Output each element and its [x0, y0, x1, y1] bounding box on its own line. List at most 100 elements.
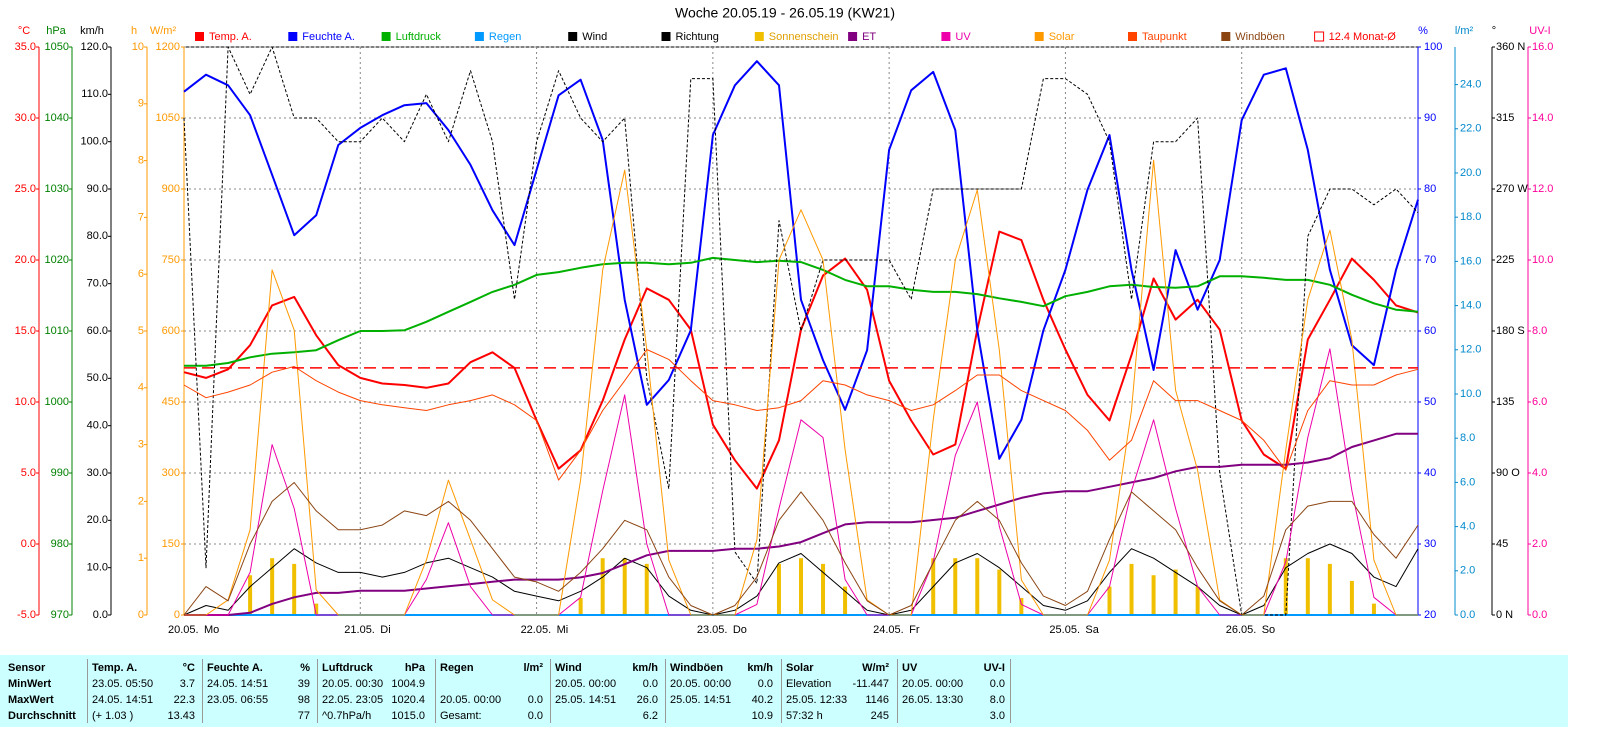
table-cell: 39 — [297, 678, 310, 690]
table-cell: 77 — [297, 710, 310, 722]
y-tick-label: 8 — [138, 155, 144, 167]
series-line — [184, 432, 1418, 616]
y-tick-label: 50 — [1424, 396, 1436, 408]
legend-swatch — [661, 32, 671, 41]
y-tick-label: 22.0 — [1460, 123, 1481, 135]
chart: Woche 20.05.19 - 26.05.19 (KW21) °C -5.0 0… — [15, 5, 1554, 636]
table-cell: 0.0 — [989, 678, 1005, 690]
y-tick-label: 14.0 — [1460, 299, 1481, 311]
y-tick-label: 30.0 — [15, 112, 36, 124]
table-cell: 6.2 — [642, 710, 658, 722]
row-label: MaxWert — [8, 694, 54, 706]
table-cell: 40.2 — [751, 694, 773, 706]
legend-label: 12.4 Monat-Ø — [1329, 31, 1397, 43]
table-cell: 24.05. 14:51 — [92, 694, 154, 706]
bar — [314, 603, 319, 615]
y-tick-label: 30 — [1424, 538, 1436, 550]
y-tick-label: 3 — [138, 439, 144, 451]
table-cell: 1015.0 — [391, 710, 425, 722]
axis-unit: % — [1418, 25, 1428, 37]
legend-swatch — [754, 32, 764, 41]
bar — [578, 597, 583, 615]
table-cell: 22.05. 23:05 — [322, 694, 384, 706]
table-header: Luftdruck — [322, 662, 373, 674]
series-line — [184, 256, 1419, 367]
table-cell: 25.05. 14:51 — [670, 694, 732, 706]
series-line — [183, 60, 1419, 460]
column-separator — [202, 659, 203, 723]
table-cell: ^0.7hPa/h — [322, 710, 372, 722]
y-tick-label: 100.0 — [80, 136, 108, 148]
y-tick-label: 9 — [138, 98, 144, 110]
y-tick-label: 5 — [138, 325, 144, 337]
bar — [248, 575, 253, 615]
table-header-unit: % — [300, 662, 310, 674]
axis-unit: W/m² — [150, 25, 177, 37]
bar — [270, 558, 275, 615]
x-tick-label: Di — [380, 624, 390, 636]
table-cell: Elevation — [786, 678, 832, 690]
bar — [1371, 603, 1376, 615]
axis-unit: UV-I — [1529, 25, 1550, 37]
legend-label: Luftdruck — [396, 31, 442, 43]
y-tick-label: 25.0 — [15, 183, 36, 195]
table-cell: 20.05. 00:00 — [555, 678, 617, 690]
y-tick-label: 120.0 — [80, 41, 108, 53]
y-tick-label: 20.0 — [15, 254, 36, 266]
y-tick-label: 8.0 — [1532, 325, 1547, 337]
y-tick-label: 270 W — [1496, 183, 1528, 195]
y-tick-label: 6.0 — [1460, 476, 1475, 488]
table-cell: 22.3 — [173, 694, 195, 706]
table-header-unit: UV-I — [983, 662, 1005, 674]
y-tick-label: 970 — [51, 609, 69, 621]
y-tick-label: 1200 — [156, 41, 180, 53]
legend-swatch — [1221, 32, 1231, 41]
y-tick-label: 900 — [162, 183, 180, 195]
series-line — [184, 159, 1418, 616]
y-tick-label: 1040 — [45, 112, 69, 124]
table-cell: 20.05. 00:00 — [670, 678, 732, 690]
bar — [1327, 563, 1332, 615]
chart-title: Woche 20.05.19 - 26.05.19 (KW21) — [675, 5, 895, 21]
y-tick-label: 16.0 — [1532, 41, 1553, 53]
bar — [843, 586, 848, 615]
legend-label: Sonnenschein — [769, 31, 839, 43]
y-tick-label: 1030 — [45, 183, 69, 195]
series-line — [183, 349, 1419, 481]
y-tick-label: 300 — [162, 467, 180, 479]
legend-swatch — [1128, 32, 1137, 41]
y-tick-label: 4 — [138, 382, 144, 394]
y-tick-label: 12.0 — [1460, 344, 1481, 356]
row-label: MinWert — [8, 678, 52, 690]
x-tick-label: Sa — [1085, 624, 1099, 636]
y-tick-label: 60.0 — [87, 325, 108, 337]
y-tick-label: -5.0 — [17, 609, 36, 621]
legend-label: Temp. A. — [209, 31, 252, 43]
legend-label: Windböen — [1235, 31, 1285, 43]
legend-label: Regen — [489, 31, 521, 43]
y-tick-label: 30.0 — [87, 467, 108, 479]
table-cell: 13.43 — [167, 710, 195, 722]
column-separator — [781, 659, 782, 723]
axis-unit: h — [131, 25, 137, 37]
y-tick-label: 180 S — [1496, 325, 1525, 337]
y-tick-label: 80.0 — [87, 230, 108, 242]
y-tick-label: 2.0 — [1460, 565, 1475, 577]
y-tick-label: 0 — [138, 609, 144, 621]
legend-swatch — [568, 32, 578, 41]
row-label: Durchschnitt — [8, 710, 76, 722]
bar — [1173, 569, 1178, 615]
table-cell: 0.0 — [527, 710, 543, 722]
bar — [776, 563, 781, 615]
bar — [975, 558, 980, 615]
y-tick-label: 10.0 — [87, 562, 108, 574]
y-tick-label: 90.0 — [87, 183, 108, 195]
table-header-unit: hPa — [404, 662, 425, 674]
table-cell: 10.9 — [751, 710, 773, 722]
stats-table: Sensor Temp. A. °C Feuchte A.% Luftdruck hPa R… — [0, 655, 1568, 727]
table-cell: 1020.4 — [391, 694, 425, 706]
y-tick-label: 450 — [162, 396, 180, 408]
bar — [1195, 586, 1200, 615]
legend-label: Feuchte A. — [302, 31, 355, 43]
y-tick-label: 0.0 — [93, 609, 108, 621]
